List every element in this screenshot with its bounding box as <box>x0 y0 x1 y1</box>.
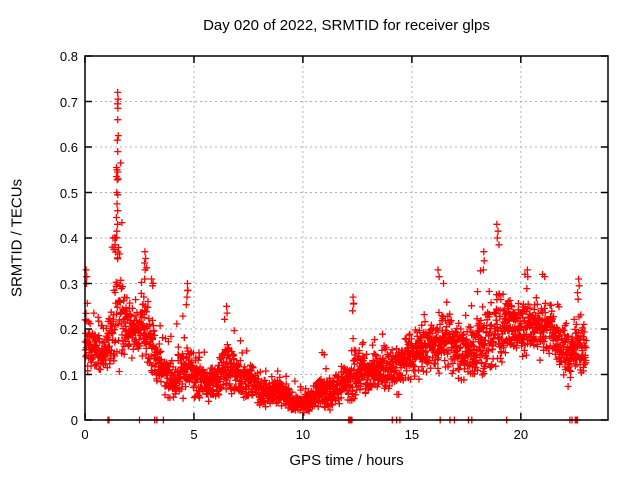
chart-title: Day 020 of 2022, SRMTID for receiver glp… <box>203 17 490 34</box>
x-tick-label: 0 <box>81 427 89 442</box>
x-tick-label: 10 <box>295 427 311 442</box>
y-tick-label: 0.2 <box>59 322 78 337</box>
y-tick-label: 0.7 <box>59 94 78 110</box>
x-tick-label: 5 <box>190 427 198 442</box>
y-axis-label: SRMTID / TECUs <box>8 178 26 298</box>
y-tick-label: 0.1 <box>59 367 78 383</box>
x-axis-label: GPS time / hours <box>289 452 404 469</box>
y-tick-label: 0.3 <box>59 276 78 292</box>
y-tick-label: 0.8 <box>59 49 78 64</box>
y-tick-label: 0.4 <box>59 231 78 246</box>
x-tick-label: 15 <box>404 427 420 442</box>
x-tick-label: 20 <box>513 427 529 442</box>
y-tick-label: 0.6 <box>59 140 78 155</box>
y-tick-label: 0 <box>70 413 78 428</box>
scatter-points-srmtid <box>81 88 590 424</box>
y-tick-label: 0.5 <box>59 185 78 201</box>
